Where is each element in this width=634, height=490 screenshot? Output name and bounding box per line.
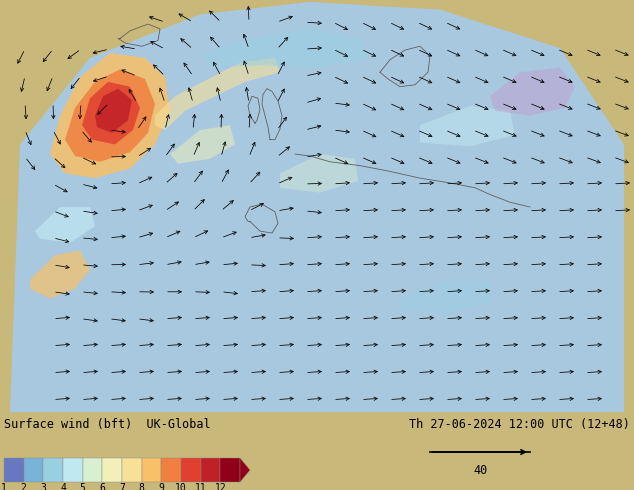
Text: Surface wind (bft)  UK-Global: Surface wind (bft) UK-Global [4, 418, 210, 431]
Polygon shape [490, 68, 575, 116]
Text: 40: 40 [473, 464, 487, 477]
Polygon shape [82, 82, 140, 145]
Polygon shape [10, 2, 624, 412]
Polygon shape [50, 53, 170, 178]
Bar [4, 458, 23, 482]
Bar [122, 458, 141, 482]
Bar [221, 458, 240, 482]
Bar [43, 458, 63, 482]
Polygon shape [65, 69, 155, 162]
Text: 3: 3 [41, 483, 46, 490]
Polygon shape [280, 154, 358, 193]
Text: 12: 12 [214, 483, 226, 490]
Polygon shape [170, 125, 235, 164]
Text: 7: 7 [119, 483, 125, 490]
Text: 2: 2 [21, 483, 27, 490]
Bar [181, 458, 201, 482]
Text: 5: 5 [80, 483, 86, 490]
Bar [63, 458, 82, 482]
Text: 8: 8 [139, 483, 145, 490]
Text: 11: 11 [195, 483, 207, 490]
Polygon shape [30, 250, 90, 298]
Text: 9: 9 [158, 483, 164, 490]
Bar [141, 458, 161, 482]
Bar [102, 458, 122, 482]
Text: 6: 6 [100, 483, 105, 490]
Polygon shape [35, 207, 95, 243]
Bar [201, 458, 221, 482]
Bar [161, 458, 181, 482]
Text: 1: 1 [1, 483, 7, 490]
Polygon shape [400, 279, 492, 313]
Polygon shape [155, 58, 280, 130]
Text: 4: 4 [60, 483, 66, 490]
Polygon shape [200, 29, 370, 68]
Bar [23, 458, 43, 482]
Polygon shape [95, 89, 132, 133]
Text: Th 27-06-2024 12:00 UTC (12+48): Th 27-06-2024 12:00 UTC (12+48) [409, 418, 630, 431]
Polygon shape [420, 106, 515, 147]
Polygon shape [240, 458, 250, 482]
Bar [82, 458, 102, 482]
Text: 10: 10 [175, 483, 187, 490]
